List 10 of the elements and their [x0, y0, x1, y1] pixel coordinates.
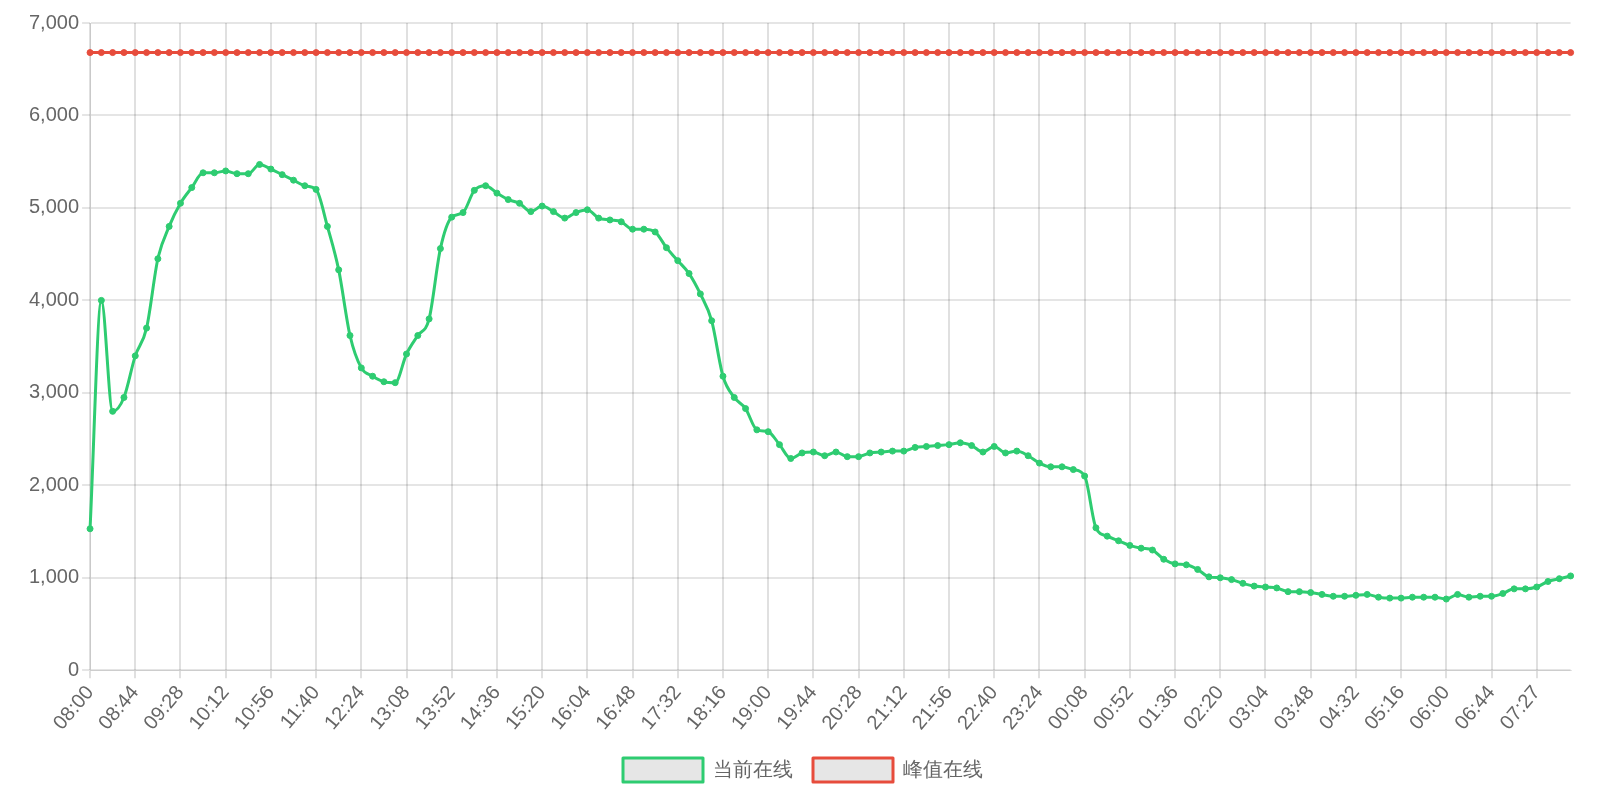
y-tick-label: 2,000 — [28, 472, 80, 495]
y-tick-label: 7,000 — [28, 10, 80, 33]
y-tick-label: 5,000 — [28, 195, 80, 218]
y-tick-label: 4,000 — [28, 287, 80, 310]
legend-label: 当前在线 — [713, 757, 793, 780]
y-tick-label: 3,000 — [28, 380, 80, 403]
y-tick-label: 1,000 — [28, 565, 80, 588]
legend-label: 峰值在线 — [903, 757, 983, 780]
y-tick-label: 0 — [67, 657, 80, 680]
y-tick-label: 6,000 — [28, 102, 80, 125]
